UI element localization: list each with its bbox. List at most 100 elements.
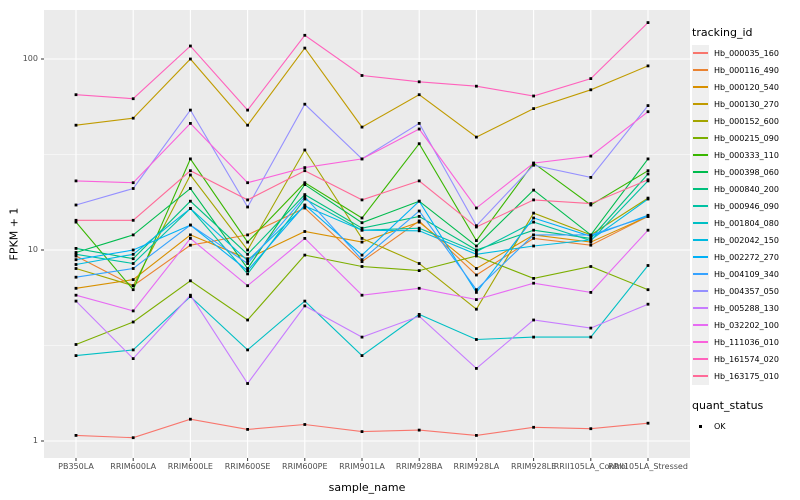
data-point	[589, 265, 593, 268]
legend-key-swatch	[692, 317, 709, 334]
data-point	[475, 338, 478, 341]
data-point	[303, 230, 307, 233]
data-point	[189, 169, 192, 173]
legend-label: Hb_001804_080	[714, 219, 779, 228]
data-point	[532, 228, 535, 232]
black-square-point-icon	[699, 425, 702, 428]
legend-key-swatch	[692, 334, 709, 351]
data-point	[74, 293, 78, 297]
data-point	[74, 247, 78, 250]
data-point	[417, 215, 421, 218]
legend-item-Hb_000946_090: Hb_000946_090	[692, 198, 798, 215]
legend-item-Hb_004109_340: Hb_004109_340	[692, 266, 798, 283]
data-point	[189, 207, 192, 210]
legend-line-icon	[693, 205, 708, 207]
data-point	[646, 21, 650, 24]
data-point	[246, 108, 249, 112]
data-point	[303, 181, 307, 185]
legend-item-Hb_002042_150: Hb_002042_150	[692, 232, 798, 249]
legend-label: OK	[714, 422, 726, 431]
legend-line-icon	[693, 222, 708, 224]
data-point	[246, 267, 249, 270]
data-point	[360, 265, 364, 268]
data-point	[303, 197, 307, 201]
data-point	[131, 218, 135, 222]
data-point	[246, 252, 249, 256]
data-point	[74, 220, 78, 224]
data-point	[417, 209, 421, 213]
x-tick-label-RRII105LA_Stressed: RRII105LA_Stressed	[608, 462, 688, 471]
data-point	[417, 226, 421, 230]
legend-item-Hb_000035_160: Hb_000035_160	[692, 45, 798, 62]
legend-key-swatch	[692, 249, 709, 266]
legend-item-Hb_161574_020: Hb_161574_020	[692, 351, 798, 368]
legend-line-icon	[693, 103, 708, 105]
data-point	[646, 264, 650, 267]
data-point	[417, 199, 421, 203]
data-point	[303, 195, 307, 199]
quant-status-legend-items: OK	[692, 418, 798, 435]
data-point	[417, 142, 421, 146]
legend-item-Hb_000130_270: Hb_000130_270	[692, 96, 798, 113]
data-point	[589, 154, 593, 158]
legend-key-swatch	[692, 283, 709, 300]
data-point	[475, 206, 478, 210]
data-point	[189, 243, 192, 247]
legend-key-swatch	[692, 418, 709, 435]
data-point	[532, 277, 535, 280]
data-point	[131, 278, 135, 281]
data-point	[74, 93, 78, 97]
data-point	[131, 288, 135, 292]
data-point	[532, 211, 535, 215]
data-point	[74, 343, 78, 346]
data-point	[189, 237, 192, 240]
data-point	[589, 427, 593, 431]
legend-line-icon	[693, 137, 708, 139]
data-point	[532, 163, 535, 167]
data-point	[475, 250, 478, 254]
data-point	[189, 173, 192, 177]
data-point	[74, 286, 78, 290]
data-point	[475, 248, 478, 252]
data-point	[532, 281, 535, 285]
legend-key-swatch	[692, 368, 709, 385]
data-point	[189, 293, 192, 297]
data-point	[360, 253, 364, 257]
data-point	[475, 288, 478, 292]
legend-line-icon	[693, 188, 708, 190]
data-point	[131, 267, 135, 270]
data-point	[532, 318, 535, 322]
legend-item-Hb_111036_010: Hb_111036_010	[692, 334, 798, 351]
data-point	[131, 320, 135, 324]
legend-line-icon	[693, 256, 708, 258]
data-point	[532, 161, 535, 165]
data-point	[246, 318, 249, 322]
data-point	[74, 258, 78, 262]
y-tick-label-100: 100	[22, 54, 38, 63]
data-point	[303, 237, 307, 240]
data-point	[360, 335, 364, 339]
data-point	[189, 57, 192, 61]
data-point	[360, 354, 364, 357]
legend-line-icon	[693, 375, 708, 377]
data-point	[131, 357, 135, 360]
data-point	[246, 123, 249, 127]
data-point	[246, 233, 249, 237]
data-point	[589, 238, 593, 242]
data-point	[532, 198, 535, 202]
data-point	[74, 263, 78, 266]
data-point	[189, 295, 192, 298]
legend-line-icon	[693, 69, 708, 71]
data-point	[303, 253, 307, 257]
legend-label: Hb_000333_110	[714, 151, 779, 160]
legend-line-icon	[693, 86, 708, 88]
data-point	[303, 169, 307, 173]
data-point	[532, 220, 535, 224]
data-point	[417, 286, 421, 290]
legend-key-swatch	[692, 351, 709, 368]
data-point	[74, 254, 78, 258]
data-point	[532, 216, 535, 220]
data-point	[532, 237, 535, 240]
x-tick-label-RRIM600LE: RRIM600LE	[167, 462, 213, 471]
